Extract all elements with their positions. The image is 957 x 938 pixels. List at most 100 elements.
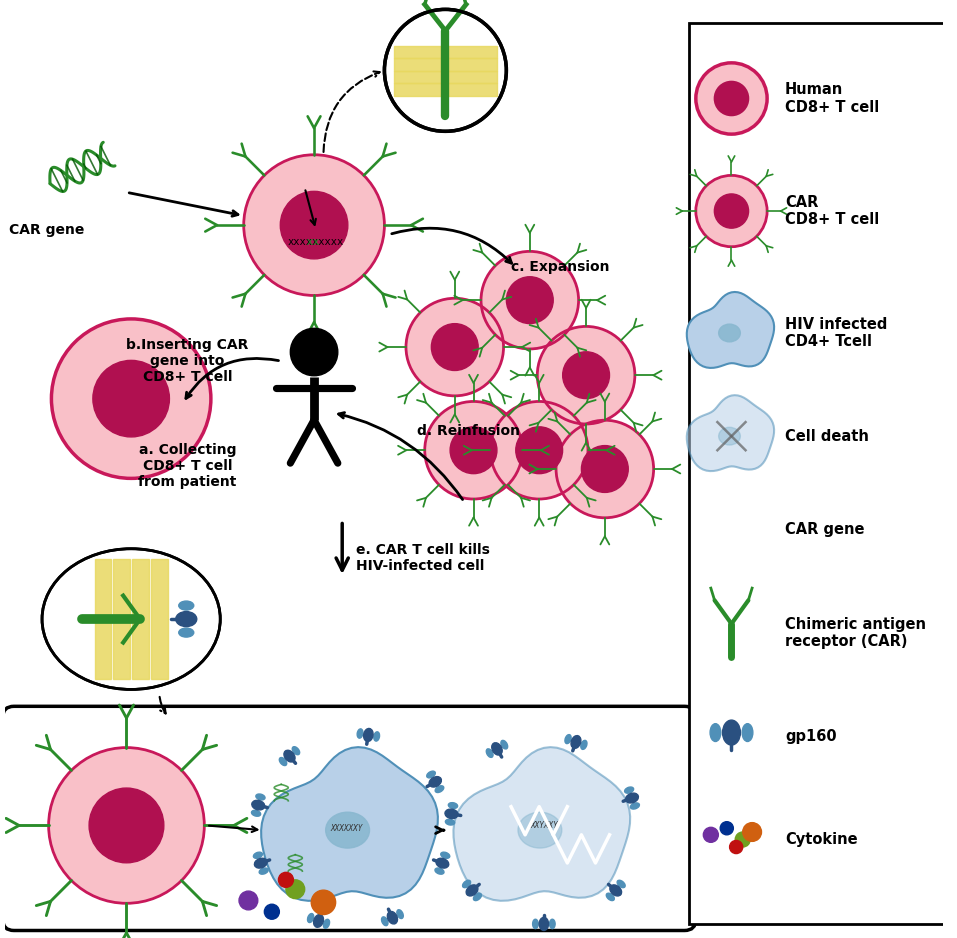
Ellipse shape xyxy=(610,885,622,896)
Circle shape xyxy=(481,251,579,349)
Circle shape xyxy=(696,175,768,247)
Polygon shape xyxy=(454,748,630,900)
Ellipse shape xyxy=(292,747,300,755)
Ellipse shape xyxy=(743,724,753,742)
Ellipse shape xyxy=(279,758,287,765)
Ellipse shape xyxy=(723,720,741,745)
Circle shape xyxy=(280,191,347,259)
Ellipse shape xyxy=(284,750,295,762)
Text: XXYXXY: XXYXXY xyxy=(530,821,558,830)
Circle shape xyxy=(556,420,654,518)
Text: CAR
CD8+ T cell: CAR CD8+ T cell xyxy=(785,195,879,227)
Ellipse shape xyxy=(462,880,471,887)
Ellipse shape xyxy=(474,893,481,900)
Circle shape xyxy=(49,748,204,903)
Ellipse shape xyxy=(252,810,260,816)
Text: c. Expansion: c. Expansion xyxy=(511,261,610,274)
Ellipse shape xyxy=(307,914,314,923)
Ellipse shape xyxy=(254,852,262,858)
Ellipse shape xyxy=(492,743,502,755)
Circle shape xyxy=(244,155,385,295)
Text: e. CAR T cell kills
HIV-infected cell: e. CAR T cell kills HIV-infected cell xyxy=(356,543,490,573)
Ellipse shape xyxy=(397,910,403,918)
Circle shape xyxy=(290,328,338,376)
Circle shape xyxy=(537,326,634,424)
Ellipse shape xyxy=(719,428,741,445)
Ellipse shape xyxy=(364,729,373,742)
Ellipse shape xyxy=(179,628,193,637)
Circle shape xyxy=(563,352,610,399)
Bar xyxy=(393,58,498,70)
Ellipse shape xyxy=(259,868,268,874)
Ellipse shape xyxy=(256,794,265,800)
Ellipse shape xyxy=(252,800,265,809)
Text: xx: xx xyxy=(288,237,345,247)
Text: CAR gene: CAR gene xyxy=(10,223,84,236)
Text: d. Reinfusion: d. Reinfusion xyxy=(417,425,521,438)
Polygon shape xyxy=(687,292,774,368)
Text: XXXXXXY: XXXXXXY xyxy=(331,824,363,833)
Text: b.Inserting CAR
gene into
CD8+ T cell: b.Inserting CAR gene into CD8+ T cell xyxy=(126,338,249,384)
Ellipse shape xyxy=(626,794,638,803)
Text: CAR gene: CAR gene xyxy=(785,522,864,537)
Bar xyxy=(132,559,149,679)
FancyBboxPatch shape xyxy=(689,23,946,924)
Ellipse shape xyxy=(719,325,741,341)
Text: Chimeric antigen
receptor (CAR): Chimeric antigen receptor (CAR) xyxy=(785,617,926,649)
Ellipse shape xyxy=(710,724,721,742)
Ellipse shape xyxy=(617,880,625,887)
Bar xyxy=(95,559,111,679)
Ellipse shape xyxy=(357,729,363,738)
Ellipse shape xyxy=(429,777,441,787)
Ellipse shape xyxy=(581,740,587,749)
Bar xyxy=(393,71,498,83)
Ellipse shape xyxy=(518,812,562,848)
Circle shape xyxy=(582,446,628,492)
Ellipse shape xyxy=(436,858,449,869)
Text: Cell death: Cell death xyxy=(785,429,869,444)
Text: Human
CD8+ T cell: Human CD8+ T cell xyxy=(785,83,879,114)
Ellipse shape xyxy=(625,787,634,794)
Circle shape xyxy=(93,360,169,437)
Ellipse shape xyxy=(445,819,455,825)
FancyBboxPatch shape xyxy=(3,706,696,930)
Circle shape xyxy=(239,891,257,910)
Ellipse shape xyxy=(539,917,548,930)
Circle shape xyxy=(721,822,733,835)
Ellipse shape xyxy=(325,812,369,848)
Ellipse shape xyxy=(255,858,267,869)
Bar xyxy=(113,559,130,679)
Circle shape xyxy=(89,788,164,863)
Ellipse shape xyxy=(176,612,197,627)
Circle shape xyxy=(703,827,719,842)
Circle shape xyxy=(52,319,211,478)
Circle shape xyxy=(286,880,304,899)
Ellipse shape xyxy=(382,916,388,926)
Ellipse shape xyxy=(448,803,457,809)
Bar xyxy=(393,83,498,96)
Circle shape xyxy=(506,277,553,324)
Ellipse shape xyxy=(314,915,323,928)
Ellipse shape xyxy=(486,749,493,757)
Ellipse shape xyxy=(565,734,571,744)
Polygon shape xyxy=(687,395,774,471)
Circle shape xyxy=(385,9,506,131)
Ellipse shape xyxy=(441,852,450,858)
Ellipse shape xyxy=(533,919,538,929)
Circle shape xyxy=(264,904,279,919)
Polygon shape xyxy=(261,748,438,900)
Text: xxxxxxxxx: xxxxxxxxx xyxy=(288,237,345,247)
Circle shape xyxy=(714,194,748,228)
Ellipse shape xyxy=(466,885,478,896)
Ellipse shape xyxy=(549,919,555,929)
Circle shape xyxy=(714,82,748,115)
Circle shape xyxy=(278,872,294,887)
Text: Cytokine: Cytokine xyxy=(785,832,857,847)
Ellipse shape xyxy=(631,803,639,809)
Ellipse shape xyxy=(42,549,220,689)
Text: gp160: gp160 xyxy=(785,729,836,744)
Circle shape xyxy=(432,324,478,371)
Circle shape xyxy=(743,823,762,841)
Circle shape xyxy=(735,832,750,847)
Circle shape xyxy=(516,427,563,474)
